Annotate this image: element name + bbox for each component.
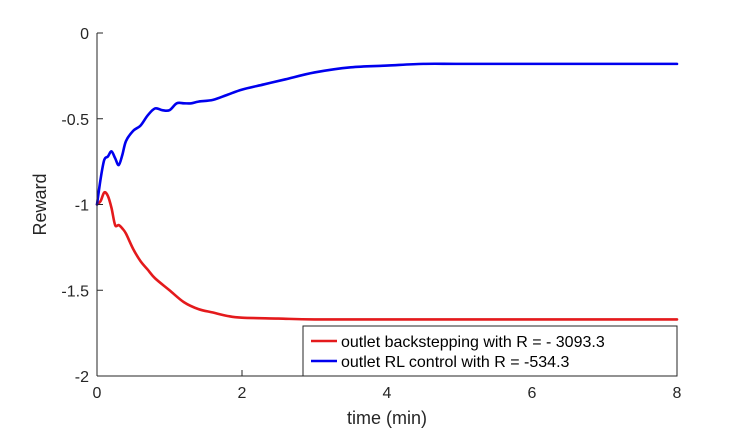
y-tick-label: 0 bbox=[80, 26, 89, 43]
plot-area: 0 2 4 6 8 0 -0.5 -1 -1.5 -2 bbox=[61, 26, 681, 402]
x-axis-label: time (min) bbox=[347, 408, 427, 428]
legend-label-backstepping: outlet backstepping with R = - 3093.3 bbox=[341, 334, 605, 351]
series-line-backstepping bbox=[95, 190, 679, 321]
legend: outlet backstepping with R = - 3093.3 ou… bbox=[302, 325, 678, 377]
y-tick-label: -0.5 bbox=[61, 112, 89, 129]
y-axis-label: Reward bbox=[30, 173, 50, 235]
y-tick-label: -1 bbox=[75, 198, 89, 215]
legend-label-rl-control: outlet RL control with R = -534.3 bbox=[341, 354, 570, 371]
legend-box bbox=[302, 325, 678, 377]
x-tick-label: 2 bbox=[238, 385, 247, 402]
y-tick-label: -2 bbox=[75, 369, 89, 386]
x-tick-label: 8 bbox=[673, 385, 682, 402]
y-tick-label: -1.5 bbox=[61, 283, 89, 300]
x-tick-label: 0 bbox=[93, 385, 102, 402]
series-line-rl-control bbox=[95, 62, 679, 206]
series-layer bbox=[95, 62, 679, 321]
x-tick-label: 4 bbox=[383, 385, 392, 402]
x-tick-label: 6 bbox=[528, 385, 537, 402]
